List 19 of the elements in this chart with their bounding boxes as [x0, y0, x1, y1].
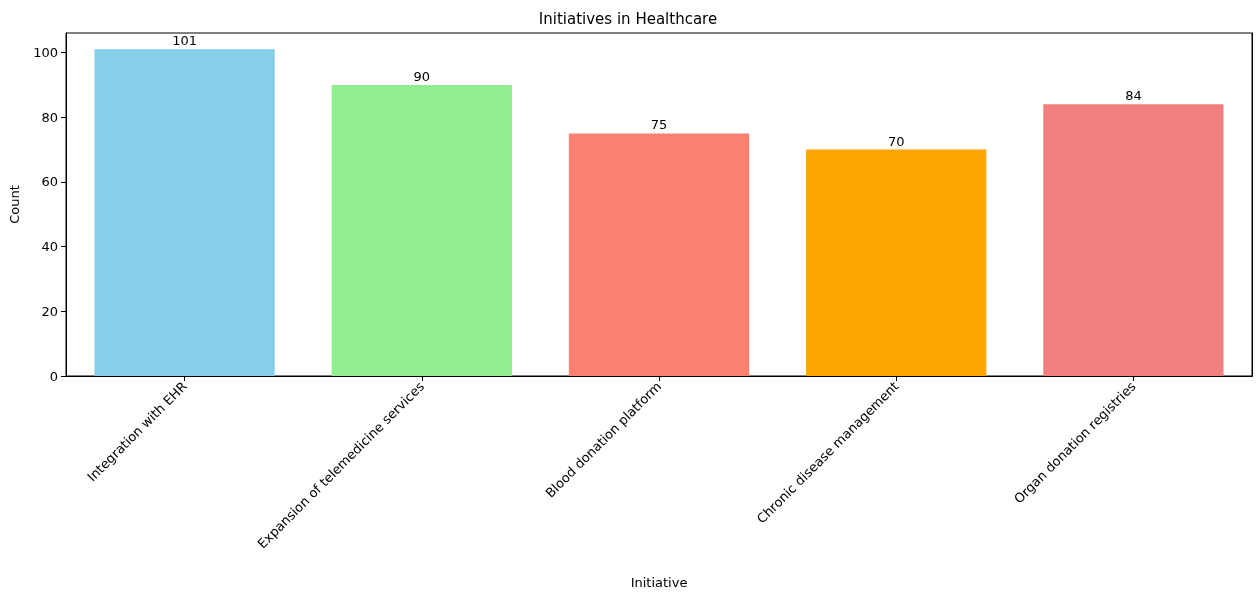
y-tick-label: 40: [41, 239, 58, 255]
bar: [331, 84, 512, 376]
x-axis-title: Initiative: [630, 575, 688, 590]
y-tick-label: 20: [41, 303, 58, 319]
data-label: 70: [887, 133, 905, 149]
bar: [94, 49, 275, 376]
bar: [1043, 104, 1224, 376]
chart-title: Initiatives in Healthcare: [538, 9, 718, 28]
y-tick-label: 60: [41, 174, 58, 190]
bar: [568, 133, 750, 376]
y-axis-title: Count: [7, 185, 22, 224]
data-label: 84: [1125, 88, 1142, 104]
y-tick-label: 80: [41, 109, 58, 125]
data-label: 75: [650, 117, 668, 133]
data-label: 101: [172, 33, 198, 49]
y-tick-label: 100: [33, 45, 58, 61]
bar: [806, 149, 987, 376]
data-label: 90: [413, 68, 431, 84]
y-tick-label: 0: [49, 368, 58, 384]
